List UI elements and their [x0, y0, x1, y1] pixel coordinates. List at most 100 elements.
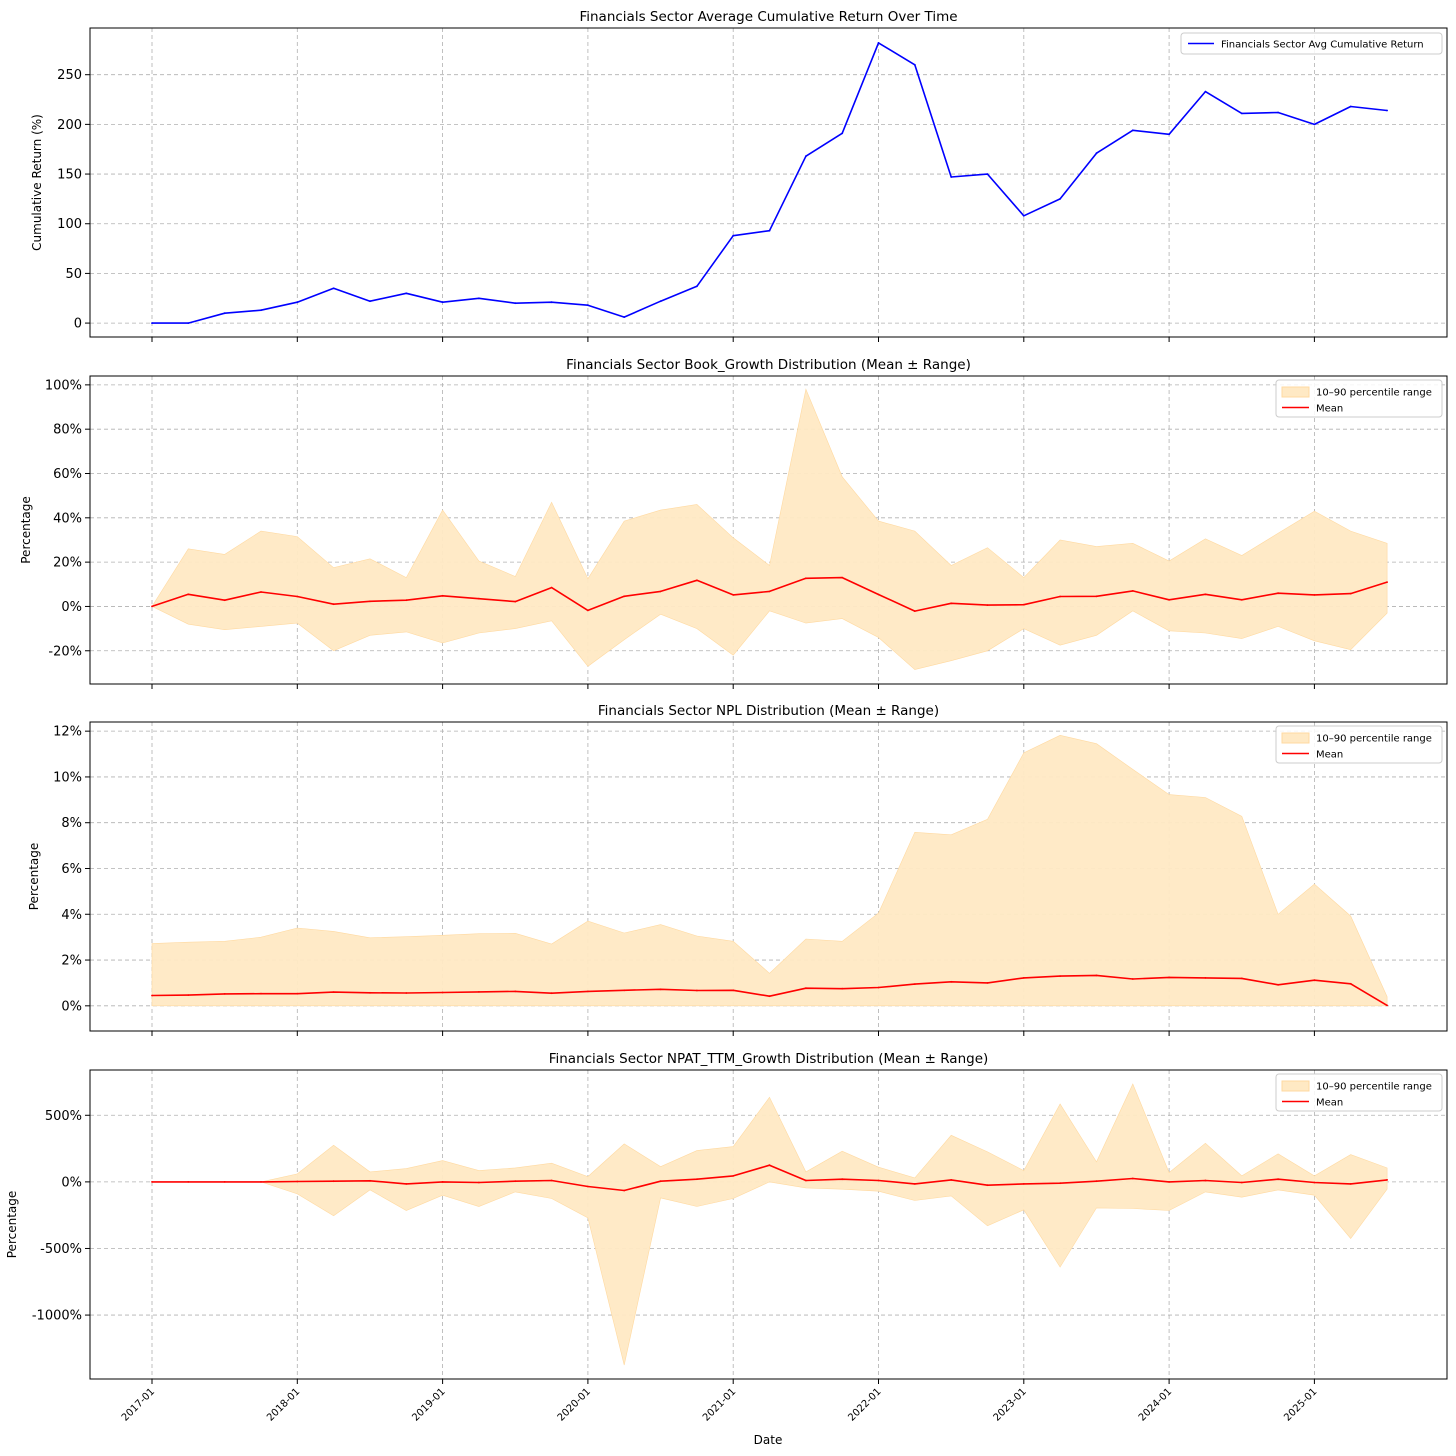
data-point [405, 992, 408, 994]
data-point [260, 1181, 262, 1183]
data-point [223, 312, 226, 315]
data-point [1204, 593, 1207, 596]
data-point [659, 300, 662, 303]
y-tick-label: 40% [53, 511, 82, 526]
data-point [1386, 581, 1388, 583]
chart-title: Financials Sector Book_Growth Distributi… [566, 357, 971, 373]
data-point [550, 992, 553, 995]
y-axis-label: Cumulative Return (%) [30, 114, 44, 251]
data-point [732, 989, 735, 992]
data-point [369, 1179, 371, 1182]
data-point [1277, 983, 1279, 986]
data-point [986, 173, 989, 176]
legend: 10–90 percentile range Mean [1275, 725, 1443, 764]
legend: 10–90 percentile range Mean [1275, 379, 1443, 418]
data-point [332, 287, 335, 290]
data-point [405, 599, 408, 602]
data-point [296, 992, 299, 995]
data-point [696, 989, 698, 992]
data-point [1095, 1180, 1098, 1183]
data-point [550, 1179, 553, 1182]
y-tick-label: -1000% [32, 1309, 82, 1324]
chart-panels: 0 50 100 150 200 250 Financials Sector Average… [5, 9, 1448, 1384]
data-point [260, 591, 262, 593]
data-point [950, 176, 953, 178]
data-point [732, 594, 735, 596]
legend-entry-label: Mean [1316, 1098, 1343, 1109]
data-point [950, 980, 953, 983]
y-tick-label: 6% [61, 862, 82, 877]
axes-frame [89, 375, 1448, 685]
legend-entry-label: Financials Sector Avg Cumulative Return [1221, 40, 1424, 51]
data-point [1277, 111, 1279, 114]
data-point [369, 300, 371, 303]
y-tick-label: 200 [57, 118, 82, 133]
data-point [768, 995, 771, 998]
data-point [768, 229, 771, 232]
data-point [587, 1185, 589, 1188]
data-point [1313, 594, 1316, 596]
data-point [623, 595, 626, 598]
y-tick-label: 0% [61, 600, 82, 615]
y-tick-label: -20% [48, 644, 82, 659]
legend-band-swatch [1281, 1080, 1310, 1092]
legend-band-swatch [1281, 386, 1310, 398]
data-point [986, 1184, 989, 1187]
data-point [1349, 1183, 1352, 1185]
data-point [151, 605, 153, 608]
data-point [1131, 129, 1134, 132]
data-point [1313, 1181, 1316, 1184]
data-point [550, 301, 553, 304]
legend-entry-label: Mean [1316, 750, 1343, 761]
data-point [659, 988, 662, 991]
data-point [587, 304, 589, 307]
y-tick-label: 0% [61, 999, 82, 1014]
data-point [913, 63, 916, 66]
chart-panel-2: -20% 0% 20% 40% 60% 80% 100% Financials Sector … [19, 357, 1448, 689]
y-tick-label: 0% [61, 1175, 82, 1190]
data-point [1022, 603, 1025, 606]
y-tick-label: 2% [61, 954, 82, 969]
data-point [950, 602, 953, 605]
legend: Financials Sector Avg Cumulative Return [1180, 32, 1443, 55]
data-point [696, 1178, 698, 1181]
data-point [260, 992, 262, 995]
data-point [732, 1175, 735, 1177]
legend-box [1180, 32, 1443, 55]
data-point [1131, 978, 1134, 980]
legend-band-swatch [1281, 732, 1310, 744]
data-point [768, 590, 771, 593]
data-point [623, 316, 626, 318]
data-point [405, 292, 408, 295]
data-point [151, 1181, 153, 1183]
data-point [369, 991, 371, 994]
data-point [805, 155, 807, 158]
data-point [913, 983, 916, 985]
chart-panel-3: 0% 2% 4% 6% 8% 10% 12% Financials Sector NPL Di… [27, 703, 1448, 1036]
data-point [696, 579, 698, 582]
data-point [587, 609, 589, 612]
y-axis-label: Percentage [19, 496, 33, 564]
data-point [260, 309, 262, 312]
data-point [223, 599, 226, 602]
data-point [1277, 592, 1279, 595]
data-point [223, 993, 226, 995]
y-tick-label: -500% [40, 1242, 82, 1257]
data-point [187, 593, 190, 596]
data-point [623, 1189, 626, 1192]
chart-panel-1: 0 50 100 150 200 250 Financials Sector Average… [30, 9, 1448, 342]
data-point [986, 604, 989, 606]
data-point [1168, 976, 1170, 979]
data-point [1204, 1179, 1207, 1182]
data-point [841, 576, 844, 579]
data-point [514, 990, 517, 993]
data-point [877, 42, 880, 44]
chart-title: Financials Sector NPAT_TTM_Growth Distri… [549, 1051, 989, 1067]
data-point [1349, 982, 1352, 985]
data-point [805, 577, 807, 580]
data-point [1386, 1179, 1388, 1181]
legend-box [1275, 1073, 1443, 1112]
data-point [1349, 105, 1352, 108]
